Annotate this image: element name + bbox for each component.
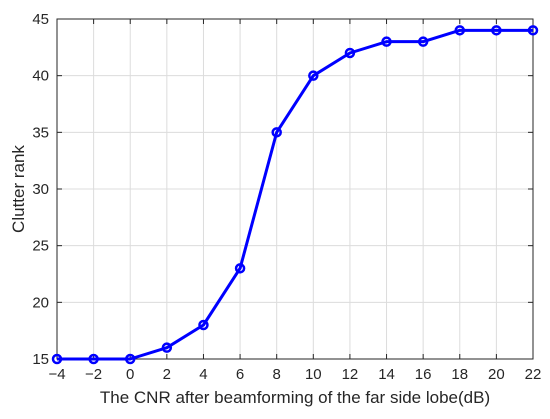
y-tick-labels: 15 20 25 30 35 40 45	[32, 11, 49, 368]
y-axis-label: Clutter rank	[9, 145, 28, 233]
y-tick-label: 15	[32, 351, 49, 368]
data-point	[234, 263, 246, 274]
data-point	[308, 70, 319, 81]
data-point	[271, 127, 282, 138]
y-tick-label: 20	[32, 294, 49, 311]
y-tick-label: 45	[32, 11, 49, 28]
x-tick-label: 20	[488, 366, 505, 383]
y-tick-label: 40	[32, 68, 49, 85]
data-point	[88, 353, 99, 365]
data-point	[161, 342, 173, 353]
x-tick-label: −2	[85, 366, 102, 383]
x-tick-labels: −4 −2 0 2 4 6 8 10 12 14 16 18 20 22	[48, 366, 541, 383]
data-point	[51, 353, 63, 365]
data-point	[454, 25, 466, 36]
x-axis-label: The CNR after beamforming of the far sid…	[100, 388, 490, 407]
series-group	[51, 25, 539, 365]
x-tick-label: 22	[525, 366, 542, 383]
data-point	[417, 36, 429, 47]
series-line	[57, 28, 533, 361]
data-point	[198, 319, 209, 331]
grid	[56, 18, 534, 360]
x-tick-label: 6	[236, 366, 244, 383]
x-tick-label: 4	[199, 366, 207, 383]
x-tick-label: 14	[378, 366, 395, 383]
y-tick-label: 25	[32, 238, 49, 255]
x-tick-label: 18	[451, 366, 468, 383]
data-point	[344, 47, 356, 59]
data-point	[491, 25, 502, 36]
x-tick-label: −4	[48, 366, 65, 383]
x-tick-label: 10	[305, 366, 322, 383]
data-point	[381, 36, 392, 47]
x-tick-label: 8	[273, 366, 281, 383]
y-tick-label: 35	[32, 124, 49, 141]
x-tick-label: 0	[126, 366, 134, 383]
x-tick-label: 2	[163, 366, 171, 383]
data-point	[527, 25, 539, 36]
data-point	[124, 353, 136, 365]
y-tick-label: 30	[32, 181, 49, 198]
x-tick-label: 16	[415, 366, 432, 383]
x-tick-label: 12	[342, 366, 359, 383]
